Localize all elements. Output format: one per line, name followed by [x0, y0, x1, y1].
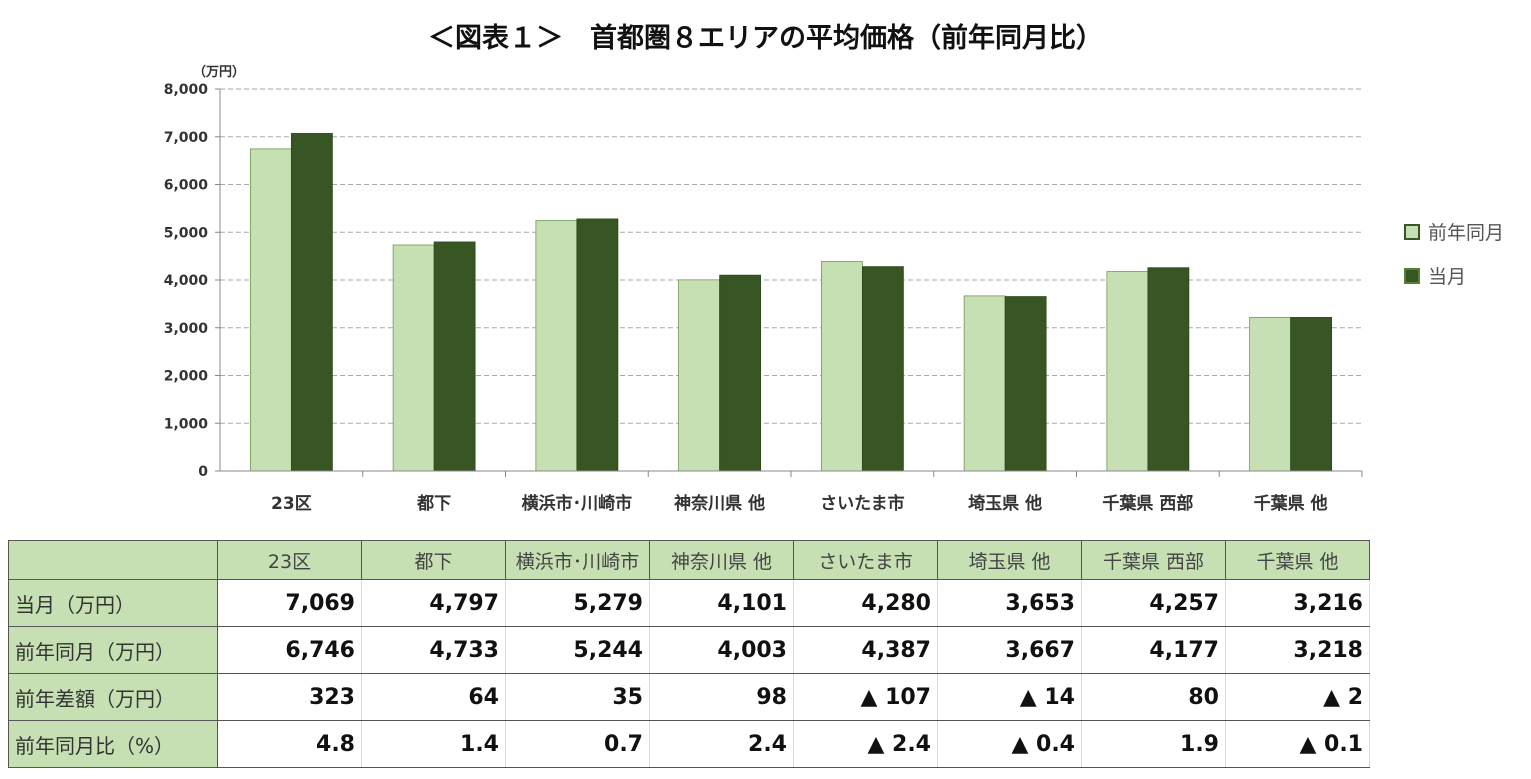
table-corner: [8, 540, 218, 580]
bar-current: [1147, 267, 1190, 472]
table-row: 当月（万円） 7,069 4,797 5,279 4,101 4,280 3,653 4,25…: [8, 579, 1370, 627]
x-tick-label: 埼玉県 他: [968, 493, 1042, 514]
y-tick-label: 4,000: [164, 273, 209, 289]
table-cell: 4,101: [649, 579, 794, 627]
table-cell: 3,218: [1225, 626, 1370, 674]
table-cell: 3,667: [937, 626, 1082, 674]
row-label: 前年差額（万円）: [8, 673, 218, 721]
table-cell: 35: [505, 673, 650, 721]
y-tick-label: 8,000: [164, 82, 209, 98]
table-cell: 64: [361, 673, 506, 721]
y-tick-label: 3,000: [164, 321, 209, 337]
table-row: 前年同月比（%） 4.8 1.4 0.7 2.4 ▲ 2.4 ▲ 0.4 1.9 ▲ 0.1: [8, 720, 1370, 768]
x-tick-label: 千葉県 西部: [1102, 493, 1193, 514]
y-tick-label: 7,000: [164, 130, 209, 146]
table-cell: 3,216: [1225, 579, 1370, 627]
bar-current: [576, 218, 619, 472]
table-header-row: 23区 都下 横浜市･川崎市 神奈川県 他さいたま市 埼玉県 他千葉県 西部 千葉県 他: [8, 540, 1370, 580]
column-header: 埼玉県 他: [937, 540, 1082, 580]
x-tick-label: 横浜市･川崎市: [522, 493, 633, 514]
table-cell: 4,387: [793, 626, 938, 674]
table-cell: ▲ 2.4: [793, 720, 938, 768]
table-cell: ▲ 0.4: [937, 720, 1082, 768]
y-axis-unit: （万円）: [193, 64, 245, 80]
table-cell: 7,069: [217, 579, 362, 627]
bar-current: [290, 133, 333, 472]
chart-title: ＜図表１＞ 首都圏８エリアの平均価格（前年同月比）: [428, 23, 1103, 54]
x-tick-label: 神奈川県 他: [674, 493, 765, 514]
bar-prev: [249, 148, 292, 472]
column-header: 千葉県 他: [1225, 540, 1370, 580]
table-row: 前年差額（万円） 323 64 35 98 ▲ 107 ▲ 14 80 ▲ 2: [8, 673, 1370, 721]
row-label: 当月（万円）: [8, 579, 218, 627]
bar-prev: [535, 220, 578, 472]
table-cell: ▲ 2: [1225, 673, 1370, 721]
x-tick-label: 都下: [416, 493, 451, 514]
table-cell: 2.4: [649, 720, 794, 768]
bar-prev: [963, 295, 1006, 472]
bar-current: [1290, 317, 1333, 472]
bar-prev: [678, 279, 721, 472]
data-table: 23区 都下 横浜市･川崎市 神奈川県 他さいたま市 埼玉県 他千葉県 西部 千葉県 他当…: [8, 540, 1370, 768]
y-tick-label: 1,000: [164, 416, 209, 432]
table-cell: 1.4: [361, 720, 506, 768]
bar-chart: 0 1,000 2,000 3,000 4,000 5,000 6,000 7,000 8,00…: [164, 64, 1363, 514]
bar-prev: [820, 261, 863, 472]
table-cell: 4,177: [1081, 626, 1226, 674]
y-tick-label: 2,000: [164, 369, 209, 385]
legend-item-prev: 前年同月: [1404, 218, 1504, 245]
table-cell: ▲ 14: [937, 673, 1082, 721]
table-cell: 4,257: [1081, 579, 1226, 627]
y-tick-label: 6,000: [164, 178, 209, 194]
table-cell: 0.7: [505, 720, 650, 768]
column-header: 23区: [217, 540, 362, 580]
x-tick-label: 千葉県 他: [1254, 493, 1328, 514]
legend-item-current: 当月: [1404, 262, 1466, 289]
row-label: 前年同月（万円）: [8, 626, 218, 674]
table-row: 前年同月（万円） 6,746 4,733 5,244 4,003 4,387 3,667 4,…: [8, 626, 1370, 674]
bar-current: [719, 274, 762, 472]
legend-swatch-current: [1404, 267, 1420, 284]
column-header: 都下: [361, 540, 506, 580]
bar-prev: [392, 244, 435, 472]
table-cell: 323: [217, 673, 362, 721]
legend-swatch-prev: [1404, 223, 1420, 240]
bar-prev: [1106, 271, 1149, 472]
x-tick-label: 23区: [271, 494, 312, 514]
x-tick-label: さいたま市: [820, 493, 905, 514]
table-cell: 80: [1081, 673, 1226, 721]
table-cell: ▲ 0.1: [1225, 720, 1370, 768]
table-cell: 4,733: [361, 626, 506, 674]
table-cell: 4,003: [649, 626, 794, 674]
bar-current: [1004, 296, 1047, 472]
table-cell: 6,746: [217, 626, 362, 674]
table-cell: 3,653: [937, 579, 1082, 627]
column-header: 横浜市･川崎市: [505, 540, 650, 580]
bar-prev: [1249, 316, 1292, 472]
legend-label: 当月: [1428, 266, 1467, 288]
table-cell: 5,244: [505, 626, 650, 674]
table-cell: 4,797: [361, 579, 506, 627]
table-cell: 4,280: [793, 579, 938, 627]
table-cell: 4.8: [217, 720, 362, 768]
row-label: 前年同月比（%）: [8, 720, 218, 768]
column-header: 千葉県 西部: [1081, 540, 1226, 580]
table-cell: 98: [649, 673, 794, 721]
column-header: 神奈川県 他: [649, 540, 794, 580]
table-cell: 5,279: [505, 579, 650, 627]
y-tick-label: 0: [198, 464, 208, 480]
legend-label: 前年同月: [1428, 222, 1505, 244]
table-cell: ▲ 107: [793, 673, 938, 721]
bar-current: [433, 241, 476, 472]
table-cell: 1.9: [1081, 720, 1226, 768]
bar-current: [861, 266, 904, 472]
y-tick-label: 5,000: [164, 225, 209, 241]
column-header: さいたま市: [793, 540, 938, 580]
